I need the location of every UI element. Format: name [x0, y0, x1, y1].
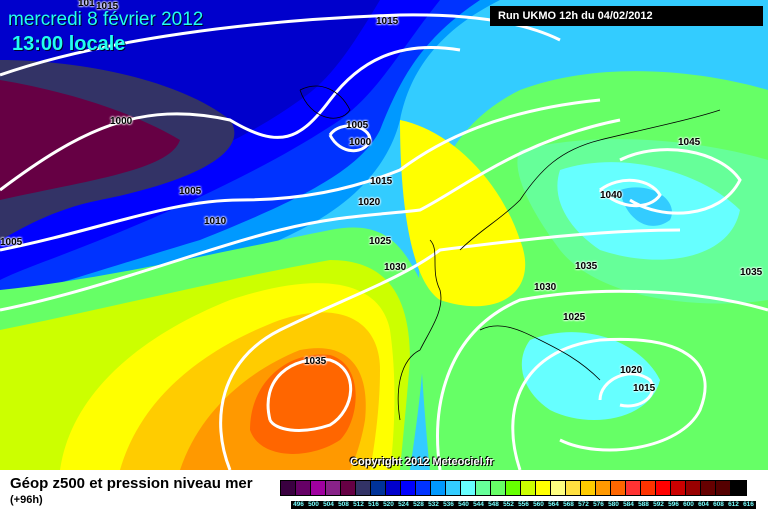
- color-swatch: [371, 481, 386, 495]
- scale-label: 512: [351, 501, 366, 509]
- color-swatch: [416, 481, 431, 495]
- scale-label: 500: [306, 501, 321, 509]
- isobar-label: 1035: [304, 356, 327, 367]
- scale-label: 544: [471, 501, 486, 509]
- color-swatch: [446, 481, 461, 495]
- scale-label: 496: [291, 501, 306, 509]
- isobar-label: 1015: [376, 16, 399, 27]
- legend-title: Géop z500 et pression niveau mer: [10, 475, 253, 492]
- scale-label: 560: [531, 501, 546, 509]
- scale-label: 520: [381, 501, 396, 509]
- isobar-label: 1000: [349, 137, 372, 148]
- isobar-label: 1015: [370, 176, 393, 187]
- color-swatch: [551, 481, 566, 495]
- isobar-label: 1005: [0, 237, 23, 248]
- color-swatch: [641, 481, 656, 495]
- scale-label: 608: [711, 501, 726, 509]
- scale-label: 556: [516, 501, 531, 509]
- scale-label: 568: [561, 501, 576, 509]
- scale-label: 600: [681, 501, 696, 509]
- isobar-label: 1040: [600, 190, 623, 201]
- scale-label: 564: [546, 501, 561, 509]
- forecast-time: 13:00 locale: [12, 33, 126, 55]
- scale-label: 584: [621, 501, 636, 509]
- scale-label: 548: [486, 501, 501, 509]
- color-swatch: [581, 481, 596, 495]
- scale-label: 524: [396, 501, 411, 509]
- color-swatch: [341, 481, 356, 495]
- isobar-label: 1020: [620, 365, 643, 376]
- color-swatch: [431, 481, 446, 495]
- color-swatch: [491, 481, 506, 495]
- scale-label: 580: [606, 501, 621, 509]
- color-swatch: [716, 481, 731, 495]
- scale-label: 540: [456, 501, 471, 509]
- scale-label: 528: [411, 501, 426, 509]
- isobar-label: 1030: [534, 282, 557, 293]
- color-swatch: [401, 481, 416, 495]
- color-swatch: [281, 481, 296, 495]
- geopotential-field: [0, 0, 768, 470]
- scale-label: 536: [441, 501, 456, 509]
- isobar-label: 1015: [96, 1, 119, 12]
- isobar-label: 101: [78, 0, 95, 9]
- scale-label: 604: [696, 501, 711, 509]
- scale-label: 596: [666, 501, 681, 509]
- color-swatch: [656, 481, 671, 495]
- isobar-label: 1045: [678, 137, 701, 148]
- color-scale: [280, 480, 747, 496]
- scale-label: 552: [501, 501, 516, 509]
- color-swatch: [521, 481, 536, 495]
- scale-label: 532: [426, 501, 441, 509]
- color-swatch: [686, 481, 701, 495]
- color-swatch: [626, 481, 641, 495]
- legend-subtitle: (+96h): [10, 494, 43, 506]
- isobar-label: 1005: [179, 186, 202, 197]
- copyright: Copyright 2012 Meteociel.fr: [350, 456, 494, 468]
- color-swatch: [311, 481, 326, 495]
- color-swatch: [536, 481, 551, 495]
- forecast-date: mercredi 8 février 2012: [8, 9, 204, 30]
- isobar-label: 1030: [384, 262, 407, 273]
- weather-map: [0, 0, 768, 470]
- isobar-label: 1020: [358, 197, 381, 208]
- color-swatch: [386, 481, 401, 495]
- color-swatch: [356, 481, 371, 495]
- scale-label: 508: [336, 501, 351, 509]
- color-swatch: [296, 481, 311, 495]
- color-swatch: [611, 481, 626, 495]
- scale-label: 592: [651, 501, 666, 509]
- color-swatch: [566, 481, 581, 495]
- scale-label: 612: [726, 501, 741, 509]
- isobar-label: 1025: [563, 312, 586, 323]
- color-swatch: [596, 481, 611, 495]
- isobar-lines: [0, 13, 768, 470]
- color-swatch: [701, 481, 716, 495]
- scale-label: 516: [366, 501, 381, 509]
- color-swatch: [461, 481, 476, 495]
- scale-label: 616: [741, 501, 756, 509]
- isobar-label: 1000: [110, 116, 133, 127]
- color-swatch: [506, 481, 521, 495]
- color-swatch: [671, 481, 686, 495]
- scale-label: 504: [321, 501, 336, 509]
- isobar-label: 1015: [633, 383, 656, 394]
- color-swatch: [326, 481, 341, 495]
- isobar-label: 1035: [740, 267, 763, 278]
- scale-label: 588: [636, 501, 651, 509]
- coastlines: [299, 85, 721, 421]
- isobar-label: 1025: [369, 236, 392, 247]
- model-run-label: Run UKMO 12h du 04/02/2012: [490, 6, 763, 26]
- scale-label: 576: [591, 501, 606, 509]
- scale-label: 572: [576, 501, 591, 509]
- color-swatch: [476, 481, 491, 495]
- color-scale-labels: 496 500 504 508 512 516 520 524 528 532 536 540 544 5…: [291, 501, 756, 509]
- isobar-label: 1035: [575, 261, 598, 272]
- isobar-label: 1005: [346, 120, 369, 131]
- color-swatch: [731, 481, 746, 495]
- isobar-label: 1010: [204, 216, 227, 227]
